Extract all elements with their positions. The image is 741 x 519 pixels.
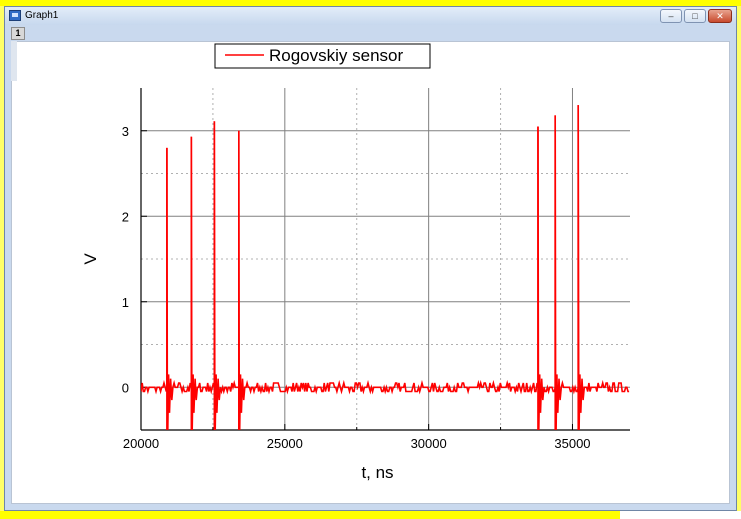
y-tick-label: 0 — [122, 380, 129, 395]
window-titlebar[interactable]: Graph1 – □ ✕ — [5, 7, 736, 25]
legend-label: Rogovskiy sensor — [269, 46, 404, 65]
minimize-button[interactable]: – — [660, 9, 682, 23]
close-button[interactable]: ✕ — [708, 9, 732, 23]
y-tick-label: 2 — [122, 209, 129, 224]
x-tick-label: 25000 — [267, 436, 303, 451]
y-tick-label: 1 — [122, 295, 129, 310]
x-axis-title: t, ns — [361, 463, 393, 482]
top-highlight-strip — [0, 0, 741, 6]
page-scroll-indicator[interactable] — [11, 41, 17, 81]
series-line-rogovskiy-sensor — [141, 105, 630, 430]
bottom-highlight-strip — [0, 511, 741, 519]
y-axis-title: V — [81, 253, 100, 265]
bottom-blank-area — [620, 511, 741, 519]
x-tick-label: 35000 — [554, 436, 590, 451]
y-tick-label: 3 — [122, 124, 129, 139]
graph-window-icon[interactable] — [9, 10, 21, 21]
maximize-button[interactable]: □ — [684, 9, 706, 23]
legend-box — [214, 43, 431, 69]
layer-tab[interactable]: 1 — [11, 27, 25, 40]
chart[interactable]: 20000 25000 30000 35000 0 1 2 3 t, ns V Rogovskiy … — [12, 42, 729, 503]
window-title: Graph1 — [25, 10, 59, 21]
x-tick-label: 30000 — [411, 436, 447, 451]
x-tick-label: 20000 — [123, 436, 159, 451]
graph-page[interactable]: 20000 25000 30000 35000 0 1 2 3 t, ns V Rogovskiy … — [11, 41, 730, 504]
graph-window: Graph1 – □ ✕ 1 20000 25000 30000 35000 0 1 2 3 t… — [4, 6, 737, 511]
